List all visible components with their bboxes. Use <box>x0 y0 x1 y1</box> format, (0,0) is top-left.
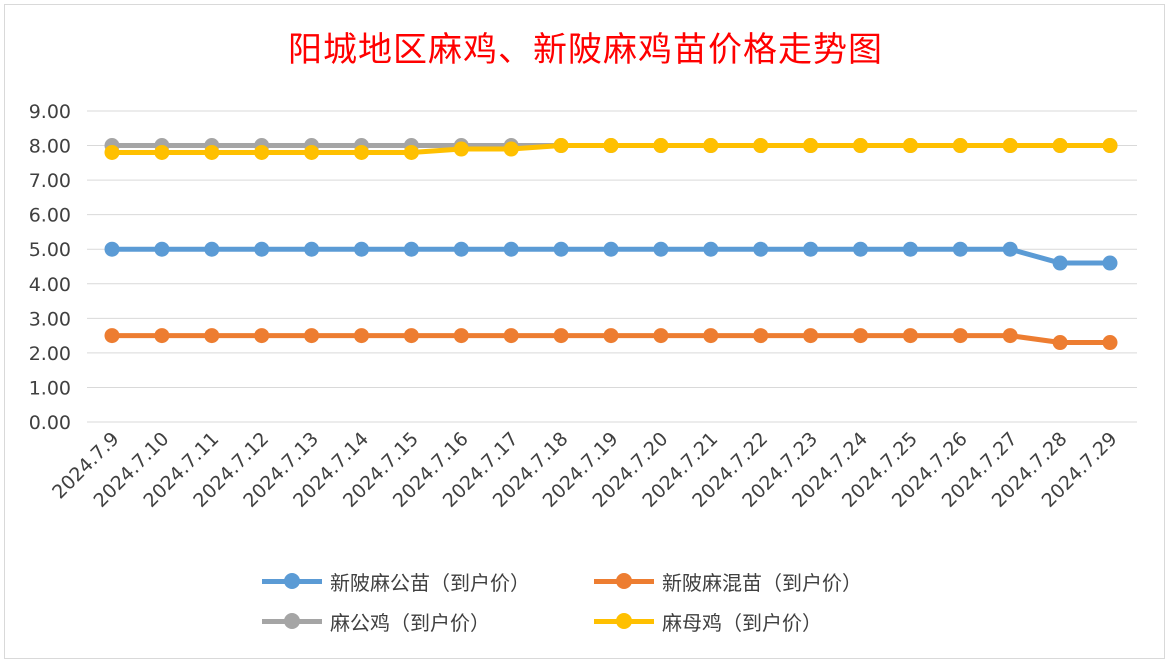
y-tick-label-0: 0.00 <box>29 412 71 434</box>
data-point-1-17[interactable] <box>952 328 968 344</box>
y-tick-label-4: 4.00 <box>29 274 71 296</box>
data-point-3-19[interactable] <box>1052 138 1068 154</box>
series-1 <box>104 328 1118 351</box>
data-point-1-18[interactable] <box>1002 328 1018 344</box>
data-point-1-16[interactable] <box>902 328 918 344</box>
data-point-0-1[interactable] <box>154 241 170 257</box>
data-point-0-17[interactable] <box>952 241 968 257</box>
data-point-1-1[interactable] <box>154 328 170 344</box>
legend-item-0[interactable]: 新陂麻公苗（到户价） <box>262 566 530 596</box>
data-point-1-0[interactable] <box>104 328 120 344</box>
series-0 <box>104 241 1118 271</box>
data-point-1-15[interactable] <box>853 328 868 344</box>
data-point-1-11[interactable] <box>653 328 669 344</box>
data-point-0-4[interactable] <box>304 241 320 257</box>
data-point-3-20[interactable] <box>1102 138 1118 154</box>
y-tick-label-6: 6.00 <box>29 205 71 227</box>
data-point-1-4[interactable] <box>304 328 320 344</box>
legend-item-1[interactable]: 新陂麻混苗（到户价） <box>594 566 862 596</box>
data-point-3-3[interactable] <box>254 144 270 160</box>
data-point-0-13[interactable] <box>753 241 769 257</box>
data-point-3-4[interactable] <box>304 144 320 160</box>
data-point-0-2[interactable] <box>204 241 220 257</box>
data-point-3-2[interactable] <box>204 144 220 160</box>
data-point-0-9[interactable] <box>553 241 569 257</box>
data-point-0-19[interactable] <box>1052 255 1068 271</box>
data-point-0-18[interactable] <box>1002 241 1018 257</box>
data-point-0-7[interactable] <box>453 241 469 257</box>
data-point-3-14[interactable] <box>803 138 819 154</box>
legend-label-2: 麻公鸡（到户价） <box>330 610 490 635</box>
series-3 <box>104 138 1118 160</box>
data-point-3-15[interactable] <box>853 138 868 154</box>
data-point-1-13[interactable] <box>753 328 769 344</box>
data-point-1-19[interactable] <box>1052 335 1068 351</box>
data-point-0-15[interactable] <box>853 241 868 257</box>
data-point-0-5[interactable] <box>354 241 369 257</box>
series-lines <box>104 138 1118 351</box>
y-tick-label-9: 9.00 <box>29 101 71 123</box>
data-point-3-16[interactable] <box>902 138 918 154</box>
legend-swatch-0 <box>262 566 322 596</box>
data-point-3-18[interactable] <box>1002 138 1018 154</box>
data-point-3-1[interactable] <box>154 144 170 160</box>
legend-swatch-3 <box>594 606 654 636</box>
legend-item-3[interactable]: 麻母鸡（到户价） <box>594 606 822 636</box>
data-point-0-10[interactable] <box>603 241 619 257</box>
legend-label-3: 麻母鸡（到户价） <box>662 610 822 635</box>
grid-lines <box>87 110 1137 423</box>
legend-label-1: 新陂麻混苗（到户价） <box>662 570 862 595</box>
chart-title: 阳城地区麻鸡、新陂麻鸡苗价格走势图 <box>288 30 883 70</box>
data-point-3-13[interactable] <box>753 138 769 154</box>
data-point-0-6[interactable] <box>403 241 419 257</box>
data-point-1-9[interactable] <box>553 328 569 344</box>
y-axis-ticks: 0.00 1.00 2.00 3.00 4.00 5.00 6.00 7.00 8.00 9.00 <box>29 101 71 434</box>
data-point-0-16[interactable] <box>902 241 918 257</box>
y-tick-label-3: 3.00 <box>29 308 71 330</box>
data-point-0-0[interactable] <box>104 241 120 257</box>
data-point-1-12[interactable] <box>703 328 719 344</box>
data-point-1-10[interactable] <box>603 328 619 344</box>
data-point-1-6[interactable] <box>403 328 419 344</box>
data-point-1-8[interactable] <box>503 328 519 344</box>
data-point-3-8[interactable] <box>503 141 519 157</box>
data-point-1-7[interactable] <box>453 328 469 344</box>
data-point-0-20[interactable] <box>1102 255 1118 271</box>
data-point-1-20[interactable] <box>1102 335 1118 351</box>
legend-item-2[interactable]: 麻公鸡（到户价） <box>262 606 490 636</box>
data-point-1-3[interactable] <box>254 328 270 344</box>
data-point-0-8[interactable] <box>503 241 519 257</box>
y-tick-label-7: 7.00 <box>29 170 71 192</box>
data-point-0-3[interactable] <box>254 241 270 257</box>
data-point-3-5[interactable] <box>354 144 369 160</box>
data-point-0-12[interactable] <box>703 241 719 257</box>
y-tick-label-5: 5.00 <box>29 239 71 261</box>
data-point-1-2[interactable] <box>204 328 220 344</box>
y-tick-label-1: 1.00 <box>29 377 71 399</box>
data-point-1-5[interactable] <box>354 328 369 344</box>
data-point-1-14[interactable] <box>803 328 819 344</box>
data-point-3-11[interactable] <box>653 138 669 154</box>
data-point-3-9[interactable] <box>553 138 569 154</box>
data-point-3-7[interactable] <box>453 141 469 157</box>
y-tick-label-8: 8.00 <box>29 136 71 158</box>
data-point-3-10[interactable] <box>603 138 619 154</box>
data-point-0-11[interactable] <box>653 241 669 257</box>
data-point-3-17[interactable] <box>952 138 968 154</box>
data-point-3-0[interactable] <box>104 144 120 160</box>
y-tick-label-2: 2.00 <box>29 343 71 365</box>
legend-swatch-2 <box>262 606 322 636</box>
data-point-3-12[interactable] <box>703 138 719 154</box>
x-axis-ticks: 2024.7.92024.7.102024.7.112024.7.122024.… <box>48 428 1121 512</box>
data-point-3-6[interactable] <box>403 144 419 160</box>
legend-label-0: 新陂麻公苗（到户价） <box>330 570 530 595</box>
legend-swatch-1 <box>594 566 654 596</box>
chart-frame <box>4 4 1165 659</box>
data-point-0-14[interactable] <box>803 241 819 257</box>
